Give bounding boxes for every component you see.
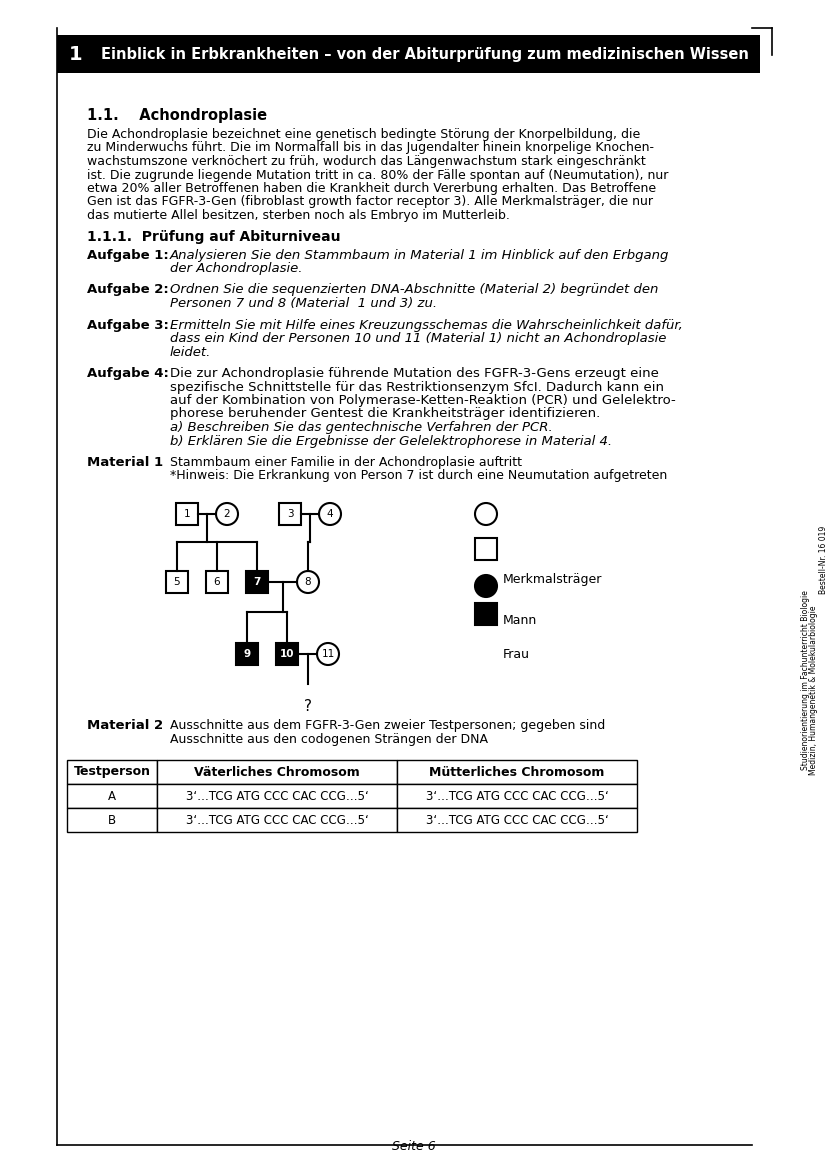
Text: 1.1.1.  Prüfung auf Abiturniveau: 1.1.1. Prüfung auf Abiturniveau bbox=[87, 230, 341, 244]
Text: Ermitteln Sie mit Hilfe eines Kreuzungsschemas die Wahrscheinlichkeit dafür,: Ermitteln Sie mit Hilfe eines Kreuzungss… bbox=[170, 318, 683, 332]
Text: 8: 8 bbox=[304, 577, 311, 587]
Text: Frau: Frau bbox=[503, 649, 530, 662]
Circle shape bbox=[216, 503, 238, 525]
Text: Ausschnitte aus dem FGFR-3-Gen zweier Testpersonen; gegeben sind: Ausschnitte aus dem FGFR-3-Gen zweier Te… bbox=[170, 719, 605, 732]
Text: Aufgabe 3:: Aufgabe 3: bbox=[87, 318, 169, 332]
Text: wachstumszone verknöchert zu früh, wodurch das Längenwachstum stark eingeschränk: wachstumszone verknöchert zu früh, wodur… bbox=[87, 155, 646, 168]
Text: Bestell-Nr. 16 019: Bestell-Nr. 16 019 bbox=[819, 526, 827, 594]
Text: Aufgabe 4:: Aufgabe 4: bbox=[87, 367, 169, 380]
Text: *Hinweis: Die Erkrankung von Person 7 ist durch eine Neumutation aufgetreten: *Hinweis: Die Erkrankung von Person 7 is… bbox=[170, 470, 667, 483]
Bar bbox=[276, 643, 298, 665]
Text: B: B bbox=[108, 814, 116, 826]
Text: leidet.: leidet. bbox=[170, 346, 212, 359]
Text: Einblick in Erbkrankheiten – von der Abiturprüfung zum medizinischen Wissen: Einblick in Erbkrankheiten – von der Abi… bbox=[101, 47, 749, 62]
Text: 9: 9 bbox=[243, 649, 251, 659]
Bar bbox=[475, 538, 497, 560]
Text: 1.1.    Achondroplasie: 1.1. Achondroplasie bbox=[87, 108, 267, 123]
Text: 3‘…TCG ATG CCC CAC CCG…5‘: 3‘…TCG ATG CCC CAC CCG…5‘ bbox=[426, 789, 609, 802]
Bar bbox=[397, 760, 637, 784]
Text: 7: 7 bbox=[253, 577, 261, 587]
Text: Merkmalsträger: Merkmalsträger bbox=[503, 574, 602, 587]
Text: 4: 4 bbox=[327, 509, 333, 519]
Text: 1: 1 bbox=[69, 44, 83, 63]
Text: 6: 6 bbox=[213, 577, 220, 587]
Bar bbox=[176, 503, 198, 525]
Bar bbox=[157, 760, 397, 784]
Bar bbox=[279, 503, 301, 525]
Text: a) Beschreiben Sie das gentechnische Verfahren der PCR.: a) Beschreiben Sie das gentechnische Ver… bbox=[170, 421, 552, 434]
Bar bbox=[397, 784, 637, 808]
Bar bbox=[475, 603, 497, 625]
Text: zu Minderwuchs führt. Die im Normalfall bis in das Jugendalter hinein knorpelige: zu Minderwuchs führt. Die im Normalfall … bbox=[87, 141, 654, 154]
Text: Mütterliches Chromosom: Mütterliches Chromosom bbox=[429, 766, 605, 779]
Text: das mutierte Allel besitzen, sterben noch als Embryo im Mutterleib.: das mutierte Allel besitzen, sterben noc… bbox=[87, 209, 510, 222]
Text: ?: ? bbox=[304, 699, 312, 714]
Text: Medizin, Humangenetik & Molekularbiologie: Medizin, Humangenetik & Molekularbiologi… bbox=[810, 606, 819, 775]
Text: spezifische Schnittstelle für das Restriktionsenzym SfcI. Dadurch kann ein: spezifische Schnittstelle für das Restri… bbox=[170, 380, 664, 394]
Bar bbox=[166, 570, 188, 593]
Bar bbox=[236, 643, 258, 665]
Text: Die Achondroplasie bezeichnet eine genetisch bedingte Störung der Knorpelbildung: Die Achondroplasie bezeichnet eine genet… bbox=[87, 127, 640, 141]
Circle shape bbox=[319, 503, 341, 525]
Text: 3‘…TCG ATG CCC CAC CCG…5‘: 3‘…TCG ATG CCC CAC CCG…5‘ bbox=[426, 814, 609, 826]
Text: Material 1: Material 1 bbox=[87, 456, 163, 469]
Text: 1: 1 bbox=[184, 509, 190, 519]
Circle shape bbox=[475, 575, 497, 597]
Bar bbox=[246, 570, 268, 593]
Text: Aufgabe 2:: Aufgabe 2: bbox=[87, 284, 169, 297]
Text: etwa 20% aller Betroffenen haben die Krankheit durch Vererbung erhalten. Das Bet: etwa 20% aller Betroffenen haben die Kra… bbox=[87, 182, 656, 195]
Circle shape bbox=[297, 570, 319, 593]
Text: Väterliches Chromosom: Väterliches Chromosom bbox=[194, 766, 360, 779]
Text: 3‘…TCG ATG CCC CAC CCG…5‘: 3‘…TCG ATG CCC CAC CCG…5‘ bbox=[185, 814, 368, 826]
Bar bbox=[67, 760, 157, 784]
Text: 11: 11 bbox=[322, 649, 335, 659]
Bar bbox=[57, 35, 760, 72]
Text: Testperson: Testperson bbox=[74, 766, 151, 779]
Text: Material 2: Material 2 bbox=[87, 719, 163, 732]
Text: Studienorientierung im Fachunterricht Biologie: Studienorientierung im Fachunterricht Bi… bbox=[801, 590, 810, 770]
Text: 2: 2 bbox=[223, 509, 230, 519]
Bar bbox=[157, 784, 397, 808]
Text: 10: 10 bbox=[280, 649, 294, 659]
Text: ist. Die zugrunde liegende Mutation tritt in ca. 80% der Fälle spontan auf (Neum: ist. Die zugrunde liegende Mutation trit… bbox=[87, 168, 668, 181]
Circle shape bbox=[317, 643, 339, 665]
Text: phorese beruhender Gentest die Krankheitsträger identifizieren.: phorese beruhender Gentest die Krankheit… bbox=[170, 408, 600, 421]
Text: Personen 7 und 8 (Material  1 und 3) zu.: Personen 7 und 8 (Material 1 und 3) zu. bbox=[170, 297, 437, 310]
Bar bbox=[206, 570, 228, 593]
Text: Analysieren Sie den Stammbaum in Material 1 im Hinblick auf den Erbgang: Analysieren Sie den Stammbaum in Materia… bbox=[170, 249, 669, 262]
Bar bbox=[397, 808, 637, 832]
Text: auf der Kombination von Polymerase-Ketten-Reaktion (PCR) und Gelelektro-: auf der Kombination von Polymerase-Kette… bbox=[170, 394, 676, 407]
Bar bbox=[157, 808, 397, 832]
Text: Aufgabe 1:: Aufgabe 1: bbox=[87, 249, 169, 262]
Bar bbox=[67, 808, 157, 832]
Text: 5: 5 bbox=[174, 577, 180, 587]
Text: 3‘…TCG ATG CCC CAC CCG…5‘: 3‘…TCG ATG CCC CAC CCG…5‘ bbox=[185, 789, 368, 802]
Text: der Achondroplasie.: der Achondroplasie. bbox=[170, 262, 303, 275]
Text: Stammbaum einer Familie in der Achondroplasie auftritt: Stammbaum einer Familie in der Achondrop… bbox=[170, 456, 522, 469]
Text: Ordnen Sie die sequenzierten DNA-Abschnitte (Material 2) begründet den: Ordnen Sie die sequenzierten DNA-Abschni… bbox=[170, 284, 658, 297]
Text: b) Erklären Sie die Ergebnisse der Gelelektrophorese in Material 4.: b) Erklären Sie die Ergebnisse der Gelel… bbox=[170, 435, 612, 448]
Bar bbox=[67, 784, 157, 808]
Text: Gen ist das FGFR-3-Gen (fibroblast growth factor receptor 3). Alle Merkmalsträge: Gen ist das FGFR-3-Gen (fibroblast growt… bbox=[87, 195, 653, 208]
Text: Ausschnitte aus den codogenen Strängen der DNA: Ausschnitte aus den codogenen Strängen d… bbox=[170, 733, 488, 746]
Circle shape bbox=[475, 503, 497, 525]
Text: dass ein Kind der Personen 10 und 11 (Material 1) nicht an Achondroplasie: dass ein Kind der Personen 10 und 11 (Ma… bbox=[170, 332, 667, 345]
Text: Die zur Achondroplasie führende Mutation des FGFR-3-Gens erzeugt eine: Die zur Achondroplasie führende Mutation… bbox=[170, 367, 659, 380]
Text: Mann: Mann bbox=[503, 614, 538, 627]
Text: Seite 6: Seite 6 bbox=[392, 1140, 435, 1153]
Text: 3: 3 bbox=[287, 509, 294, 519]
Text: A: A bbox=[108, 789, 116, 802]
